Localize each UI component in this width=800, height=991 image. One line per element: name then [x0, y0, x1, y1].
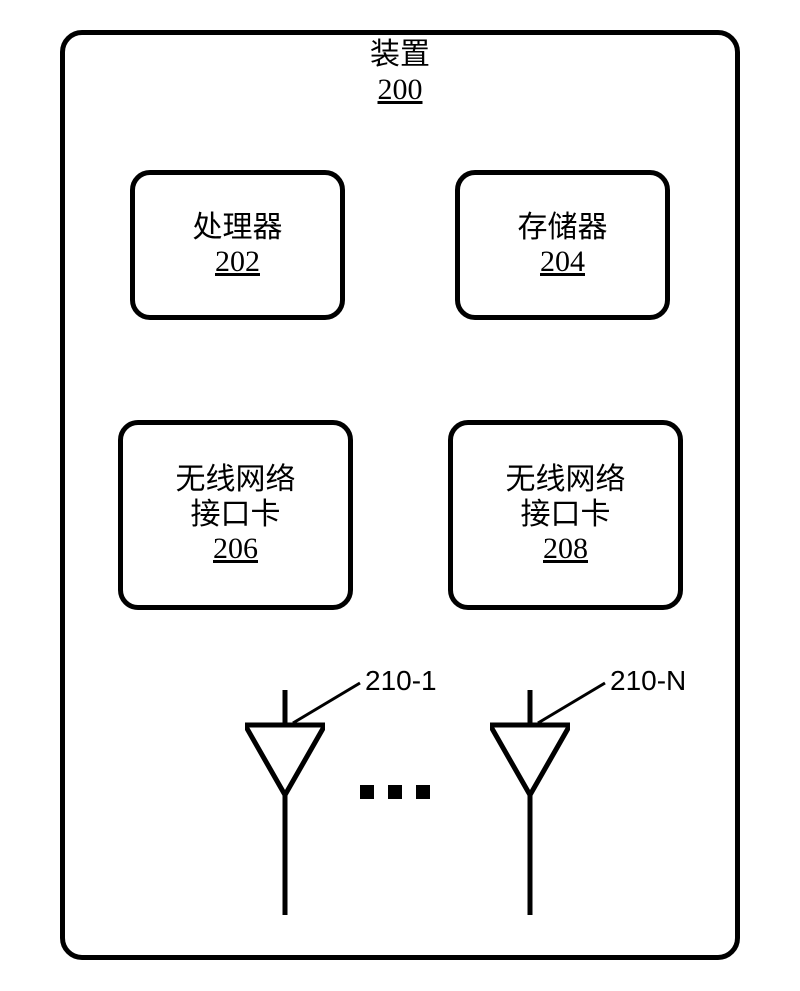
ellipsis-icon	[360, 785, 430, 799]
device-title-block: 装置 200	[310, 38, 490, 107]
antenna-icon	[490, 690, 570, 920]
component-box-nic2: 无线网络接口卡208	[448, 420, 683, 610]
component-box-memory: 存储器204	[455, 170, 670, 320]
component-box-nic1: 无线网络接口卡206	[118, 420, 353, 610]
device-title-number: 200	[378, 73, 423, 108]
device-title-text: 装置	[370, 38, 430, 73]
component-number: 208	[543, 532, 588, 567]
component-label: 接口卡	[191, 498, 281, 533]
antenna-group	[245, 690, 575, 910]
diagram-canvas: 装置 200 处理器202存储器204无线网络接口卡206无线网络接口卡208 …	[0, 0, 800, 991]
component-number: 204	[540, 245, 585, 280]
component-number: 202	[215, 245, 260, 280]
component-label: 接口卡	[521, 498, 611, 533]
component-label: 无线网络	[506, 463, 626, 498]
component-number: 206	[213, 532, 258, 567]
component-label: 存储器	[518, 211, 608, 246]
component-label: 无线网络	[176, 463, 296, 498]
callout-label: 210-N	[610, 665, 686, 697]
component-box-processor: 处理器202	[130, 170, 345, 320]
antenna-icon	[245, 690, 325, 920]
callout-label: 210-1	[365, 665, 437, 697]
component-label: 处理器	[193, 211, 283, 246]
